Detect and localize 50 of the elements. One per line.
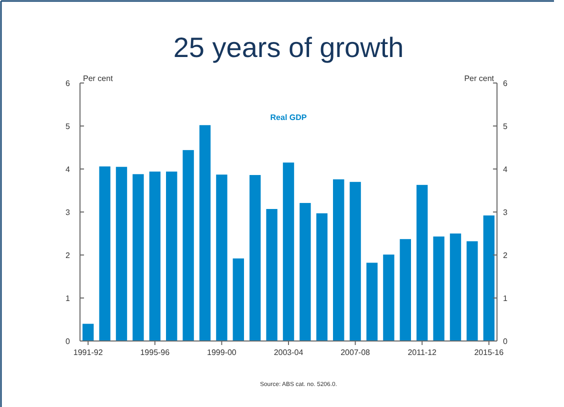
bar [383, 254, 394, 341]
bar [216, 174, 228, 341]
bar [182, 150, 194, 341]
bar [366, 262, 378, 341]
y2-tick-label: 0 [503, 337, 508, 346]
y-tick-label: 0 [66, 337, 71, 346]
bar [300, 202, 311, 341]
text: Real GDP [270, 113, 308, 122]
y-tick-label: 4 [66, 165, 71, 174]
x-tick-label: 1991-92 [73, 348, 104, 357]
chart-title: 25 years of growth [173, 32, 404, 63]
y-tick-label: 2 [66, 251, 71, 260]
y-axis-title: Per cent [83, 74, 114, 83]
bar [316, 213, 328, 341]
y-tick-label: 6 [66, 79, 71, 88]
y2-tick-label: 1 [503, 294, 508, 303]
x-tick-label: 2011-12 [408, 348, 438, 357]
bar [166, 172, 178, 341]
bar [199, 125, 211, 341]
y2-tick-label: 4 [503, 165, 508, 174]
x-tick-label: 2015-16 [474, 348, 504, 357]
bar [132, 174, 144, 341]
bar [282, 162, 294, 341]
y-tick-label: 5 [66, 122, 71, 131]
bar [266, 208, 278, 341]
bar [232, 258, 244, 341]
y2-tick-label: 5 [503, 122, 508, 131]
bar [99, 166, 110, 341]
bar [483, 215, 494, 341]
x-tick-label: 1999-00 [207, 348, 237, 357]
y2-axis-title: Per cent [464, 74, 495, 83]
x-tick-label: 1995-96 [140, 348, 170, 357]
bar [416, 184, 428, 341]
bar [149, 172, 160, 341]
bar [350, 182, 361, 341]
bar [116, 166, 128, 341]
y2-tick-label: 3 [503, 208, 508, 217]
x-tick-label: 2007-08 [340, 348, 371, 357]
bar [450, 234, 462, 341]
y-tick-label: 3 [66, 208, 71, 217]
bar [433, 236, 444, 341]
bar [82, 324, 94, 341]
bar [400, 239, 411, 341]
y-tick-label: 1 [66, 294, 71, 303]
bar [466, 241, 478, 341]
bar [250, 175, 261, 341]
y2-tick-label: 2 [503, 251, 508, 260]
y2-tick-label: 6 [503, 79, 508, 88]
bar [333, 179, 344, 341]
x-tick-label: 2003-04 [274, 348, 304, 357]
